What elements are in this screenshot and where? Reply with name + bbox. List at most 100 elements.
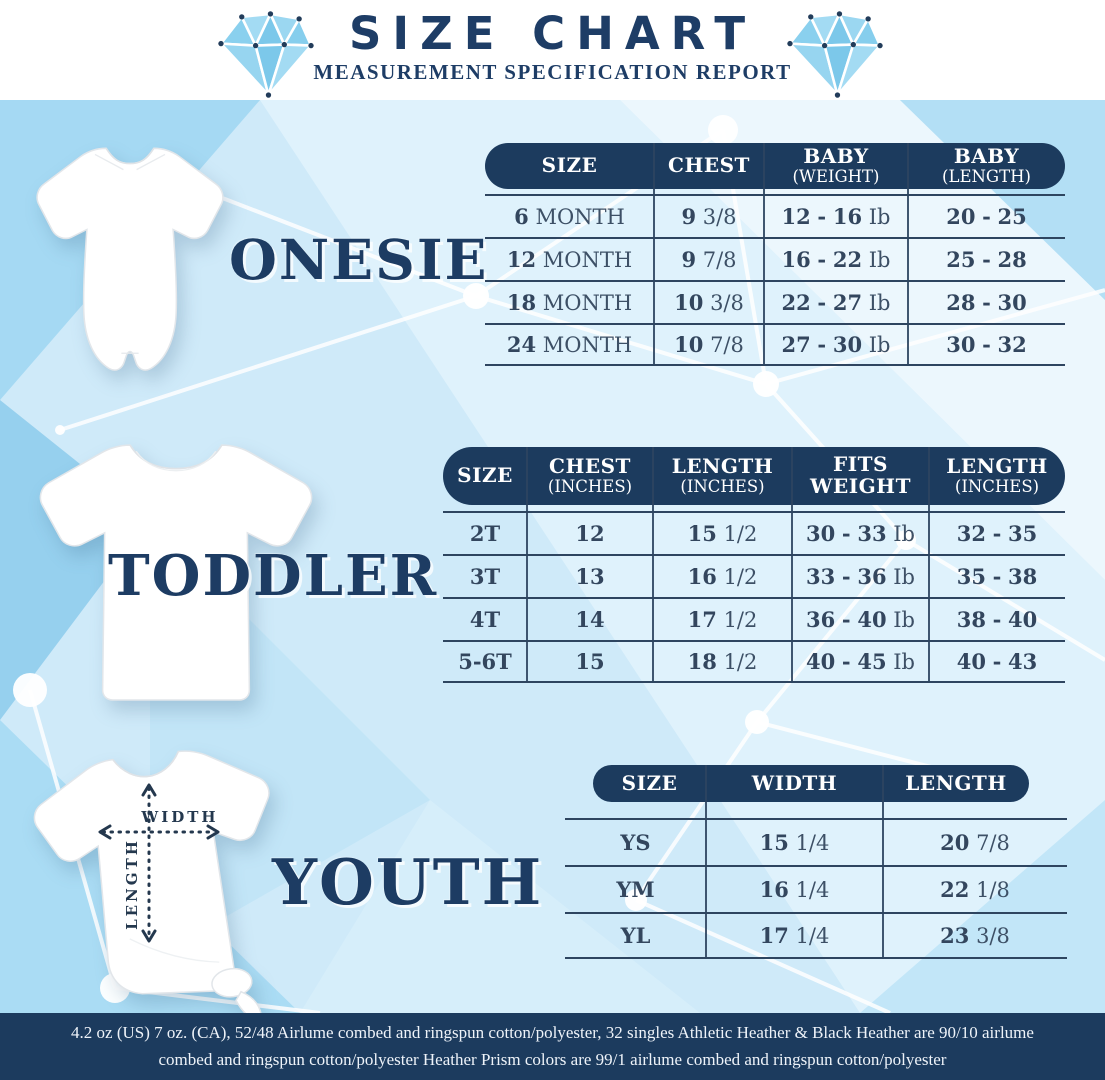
column-title: SIZE (621, 770, 678, 795)
column-title: SIZE (541, 153, 598, 178)
table-cell: 22 1/8 (940, 877, 1010, 902)
column-divider (882, 765, 884, 959)
table-header-row: SIZE WIDTH LENGTH (593, 765, 1029, 802)
table-row: 3T 13 16 1/2 33 - 36 Ib 35 - 38 (443, 554, 1065, 597)
column-title: BABY (953, 144, 1020, 169)
footer-bar: 4.2 oz (US) 7 oz. (CA), 52/48 Airlume co… (0, 1013, 1105, 1080)
table-header-row: SIZE CHEST (INCHES) LENGTH (INCHES) FITS WEIGH… (443, 447, 1065, 505)
table-row: YM 16 1/4 22 1/8 (565, 865, 1067, 912)
table-row: 6 MONTH 9 3/8 12 - 16 Ib 20 - 25 (485, 194, 1065, 237)
table-cell: 38 - 40 (956, 607, 1038, 632)
table-cell: 4T (469, 607, 501, 632)
column-subtitle: (WEIGHT) (792, 166, 880, 186)
column-title: FITS (833, 452, 888, 477)
table-cell: 20 - 25 (946, 204, 1027, 229)
table-cell: 14 (575, 607, 605, 632)
column-divider (526, 447, 528, 683)
table-header-row: SIZE CHEST BABY (WEIGHT) BABY (LENGTH) (485, 143, 1065, 189)
column-title: CHEST (668, 153, 750, 178)
table-row: 12 MONTH 9 7/8 16 - 22 Ib 25 - 28 (485, 237, 1065, 280)
table-cell: 9 7/8 (681, 247, 737, 272)
table-cell: 40 - 43 (956, 649, 1038, 674)
table-cell: 17 1/2 (687, 607, 758, 632)
table-cell: 5-6T (458, 649, 512, 674)
column-title: LENGTH (946, 454, 1048, 479)
table-cell: 12 (575, 521, 605, 546)
column-header: SIZE (485, 155, 654, 177)
table-cell: 22 - 27 Ib (781, 290, 891, 315)
main-area: WIDTH LENGTH ONESIE TODDLER YOUTH SIZE CH… (0, 100, 1105, 1022)
width-measure-label: WIDTH (140, 808, 218, 826)
table-cell: YM (616, 877, 655, 902)
table-cell: 30 - 32 (946, 332, 1027, 357)
table-cell: 36 - 40 Ib (806, 607, 915, 632)
table-cell: 27 - 30 Ib (781, 332, 891, 357)
column-title: LENGTH (905, 770, 1007, 795)
table-cell: 16 1/2 (687, 564, 758, 589)
column-subtitle: (INCHES) (954, 476, 1040, 496)
title-block: SIZE CHART MEASUREMENT SPECIFICATION REP… (0, 10, 1105, 85)
table-cell: 9 3/8 (681, 204, 737, 229)
toddler-tshirt-graphic (39, 444, 313, 701)
column-divider (763, 143, 765, 366)
table-cell: 13 (575, 564, 605, 589)
table-cell: 40 - 45 Ib (806, 649, 915, 674)
column-divider (653, 143, 655, 366)
measurement-arrows: WIDTH LENGTH (98, 783, 220, 943)
table-cell: 18 MONTH (506, 290, 633, 315)
table-cell: 33 - 36 Ib (806, 564, 915, 589)
table-cell: 32 - 35 (956, 521, 1038, 546)
header: SIZE CHART MEASUREMENT SPECIFICATION REP… (0, 0, 1105, 100)
table-row: 18 MONTH 10 3/8 22 - 27 Ib 28 - 30 (485, 280, 1065, 323)
table-row: 5-6T 15 18 1/2 40 - 45 Ib 40 - 43 (443, 640, 1065, 683)
column-header: SIZE (443, 465, 527, 487)
table-cell: 15 (575, 649, 605, 674)
length-measure-label: LENGTH (123, 838, 141, 930)
onesie-size-table: SIZE CHEST BABY (WEIGHT) BABY (LENGTH) 6 MONTH… (485, 143, 1065, 366)
column-subtitle: (INCHES) (680, 476, 765, 496)
column-header: BABY (WEIGHT) (764, 144, 908, 186)
table-cell: 28 - 30 (946, 290, 1027, 315)
section-label-youth: YOUTH (272, 845, 544, 919)
table-body: YS 15 1/4 20 7/8 YM 16 1/4 22 1/8 YL 17 1/4 23 3… (565, 818, 1067, 959)
column-divider (928, 447, 930, 683)
table-row: 2T 12 15 1/2 30 - 33 Ib 32 - 35 (443, 511, 1065, 554)
table-cell: 30 - 33 Ib (806, 521, 915, 546)
column-header: CHEST (INCHES) (527, 456, 653, 496)
table-cell: 16 - 22 Ib (781, 247, 891, 272)
table-cell: 15 1/2 (687, 521, 758, 546)
table-cell: 15 1/4 (759, 830, 830, 855)
table-cell: 25 - 28 (946, 247, 1027, 272)
column-subtitle: WEIGHT (810, 474, 911, 498)
table-cell: 2T (469, 521, 501, 546)
column-divider (705, 765, 707, 959)
column-divider (907, 143, 909, 366)
youth-size-table: SIZE WIDTH LENGTH YS 15 1/4 20 7/8 YM 16 1/4 22 … (565, 765, 1067, 959)
table-cell: 16 1/4 (759, 877, 830, 902)
table-row: 24 MONTH 10 7/8 27 - 30 Ib 30 - 32 (485, 323, 1065, 366)
column-header: FITS WEIGHT (792, 454, 929, 497)
table-row: 4T 14 17 1/2 36 - 40 Ib 38 - 40 (443, 597, 1065, 640)
table-cell: 3T (469, 564, 501, 589)
table-cell: YL (620, 923, 651, 948)
table-cell: 35 - 38 (956, 564, 1038, 589)
page-subtitle: MEASUREMENT SPECIFICATION REPORT (313, 60, 792, 85)
column-header: WIDTH (706, 770, 883, 795)
table-cell: 17 1/4 (759, 923, 830, 948)
column-title: WIDTH (751, 770, 838, 795)
column-header: LENGTH (883, 770, 1029, 795)
table-row: YS 15 1/4 20 7/8 (565, 818, 1067, 865)
table-row: YL 17 1/4 23 3/8 (565, 912, 1067, 959)
table-cell: 20 7/8 (940, 830, 1010, 855)
table-cell: 23 3/8 (940, 923, 1010, 948)
column-header: SIZE (593, 770, 706, 795)
table-body: 6 MONTH 9 3/8 12 - 16 Ib 20 - 25 12 MONTH 9 7… (485, 194, 1065, 366)
table-cell: 18 1/2 (687, 649, 758, 674)
column-divider (791, 447, 793, 683)
column-header: CHEST (654, 155, 764, 177)
baby-onesie-graphic (36, 147, 224, 371)
column-title: BABY (803, 144, 869, 169)
page-title: SIZE CHART (348, 7, 757, 60)
column-subtitle: (INCHES) (547, 476, 633, 496)
diamond-icon (786, 9, 884, 100)
